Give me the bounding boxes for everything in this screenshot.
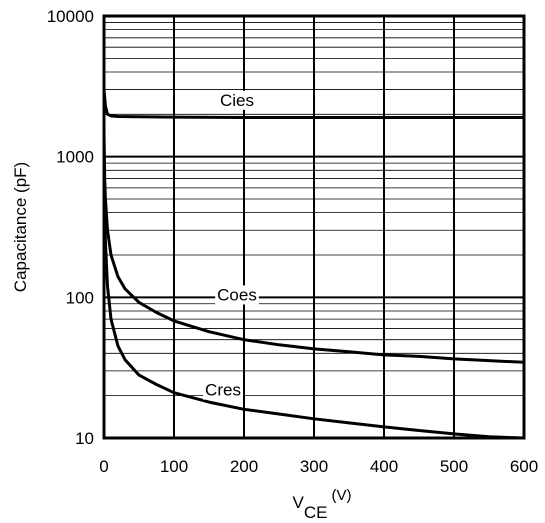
series-label-cies: Cies bbox=[220, 91, 254, 110]
x-axis-label: VCE(V) bbox=[293, 487, 352, 522]
y-tick-label: 1000 bbox=[56, 148, 94, 167]
y-tick-label: 100 bbox=[66, 288, 94, 307]
plot-frame bbox=[102, 14, 526, 440]
x-tick-label: 0 bbox=[99, 457, 108, 476]
series-line-coes bbox=[102, 130, 526, 364]
series-label-coes: Coes bbox=[217, 285, 257, 304]
series-line-cies bbox=[102, 88, 526, 119]
series-label-bg bbox=[203, 380, 243, 400]
series-label-cres: Cres bbox=[205, 381, 241, 400]
y-tick-label: 10000 bbox=[47, 7, 94, 26]
grid bbox=[103, 16, 525, 439]
tick-labels: 0 100 200 300 400 500 600 10 100 1000 10000 bbox=[47, 7, 538, 476]
x-tick-label: 200 bbox=[230, 457, 258, 476]
x-tick-label: 100 bbox=[160, 457, 188, 476]
y-axis-label: Capacitance (pF) bbox=[11, 162, 30, 292]
x-tick-label: 500 bbox=[440, 457, 468, 476]
x-tick-label: 400 bbox=[370, 457, 398, 476]
x-tick-label: 300 bbox=[300, 457, 328, 476]
series-label-bg bbox=[217, 90, 257, 110]
series-lines bbox=[102, 88, 526, 440]
x-tick-label: 600 bbox=[510, 457, 538, 476]
series-label-bg bbox=[215, 285, 259, 305]
series-labels: Cies Coes Cres bbox=[203, 90, 259, 400]
series-line-cres bbox=[102, 161, 526, 440]
y-tick-label: 10 bbox=[75, 429, 94, 448]
